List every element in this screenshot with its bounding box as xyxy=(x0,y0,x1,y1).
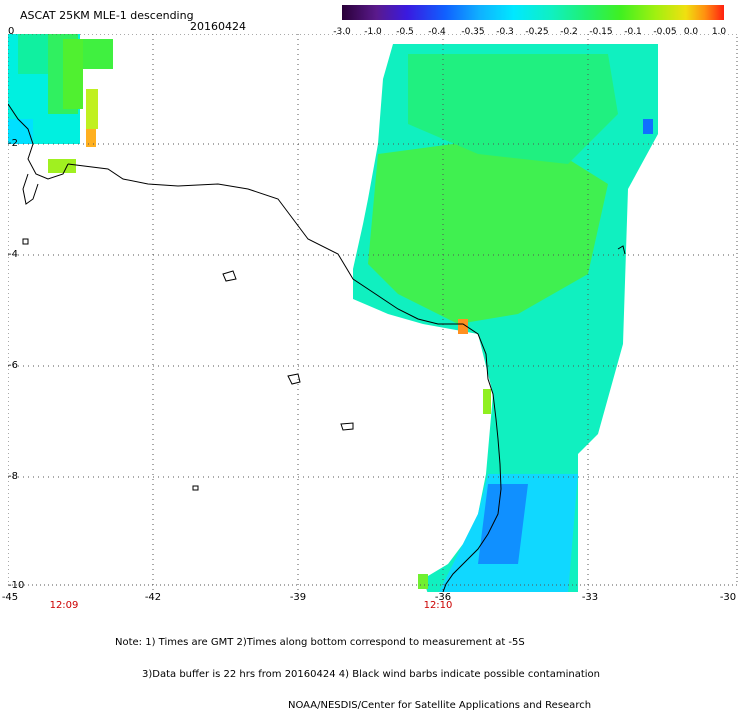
colorbar-tick: -1.0 xyxy=(364,27,382,37)
longitude-label: -30 xyxy=(719,592,737,603)
colorbar-tick: -0.25 xyxy=(525,27,549,37)
colorbar-tick: -0.1 xyxy=(624,27,642,37)
colorbar-tick: -0.35 xyxy=(461,27,485,37)
longitude-label: -45 xyxy=(1,592,19,603)
longitude-label: -39 xyxy=(289,592,307,603)
latitude-label: -4 xyxy=(8,249,18,260)
colorbar-tick: 1.0 xyxy=(711,27,727,37)
longitude-label: -36 xyxy=(434,592,452,603)
latitude-label: -6 xyxy=(8,360,18,371)
longitude-label: -42 xyxy=(144,592,162,603)
latitude-label: 0 xyxy=(8,26,15,37)
colorbar-tick: -0.5 xyxy=(396,27,414,37)
product-date: 20160424 xyxy=(190,20,246,33)
pass-time-label: 12:09 xyxy=(49,600,79,611)
grid-lines xyxy=(8,34,738,592)
colorbar-tick: -0.4 xyxy=(428,27,446,37)
notes-block: Note: 1) Times are GMT 2)Times along bot… xyxy=(115,617,600,722)
colorbar-tick: 0.0 xyxy=(683,27,699,37)
colorbar-tick: -0.3 xyxy=(496,27,514,37)
colorbar xyxy=(342,5,724,20)
product-title: ASCAT 25KM MLE-1 descending xyxy=(20,9,194,22)
colorbar-tick: -3.0 xyxy=(333,27,351,37)
note-line-1: Note: 1) Times are GMT 2)Times along bot… xyxy=(115,637,525,648)
latitude-label: -8 xyxy=(8,471,18,482)
pass-time-label: 12:10 xyxy=(423,600,453,611)
note-line-3: NOAA/NESDIS/Center for Satellite Applica… xyxy=(288,700,592,711)
swath-east xyxy=(353,44,658,592)
colorbar-tick: -0.15 xyxy=(589,27,613,37)
colorbar-tick: -0.2 xyxy=(560,27,578,37)
longitude-label: -33 xyxy=(581,592,599,603)
latitude-label: -2 xyxy=(8,138,18,149)
swath-northwest xyxy=(8,34,113,173)
note-line-2: 3)Data buffer is 22 hrs from 20160424 4)… xyxy=(142,668,600,680)
map-panel xyxy=(8,34,738,592)
coastline xyxy=(8,103,626,592)
colorbar-tick: -0.05 xyxy=(653,27,677,37)
latitude-label: -10 xyxy=(8,580,25,591)
